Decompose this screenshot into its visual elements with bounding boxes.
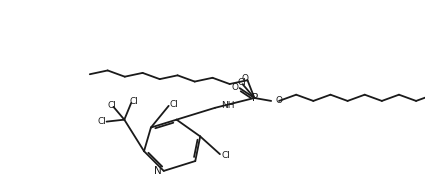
Text: Cl: Cl [221, 151, 230, 160]
Text: Cl: Cl [130, 97, 139, 106]
Text: O: O [275, 96, 282, 105]
Text: Cl: Cl [169, 100, 178, 109]
Text: N: N [154, 166, 162, 176]
Text: Cl: Cl [97, 117, 106, 126]
Text: O: O [231, 83, 238, 92]
Text: NH: NH [221, 101, 235, 110]
Text: Cl: Cl [237, 78, 246, 87]
Text: P: P [252, 93, 259, 103]
Text: O: O [241, 74, 248, 83]
Text: Cl: Cl [107, 101, 116, 110]
